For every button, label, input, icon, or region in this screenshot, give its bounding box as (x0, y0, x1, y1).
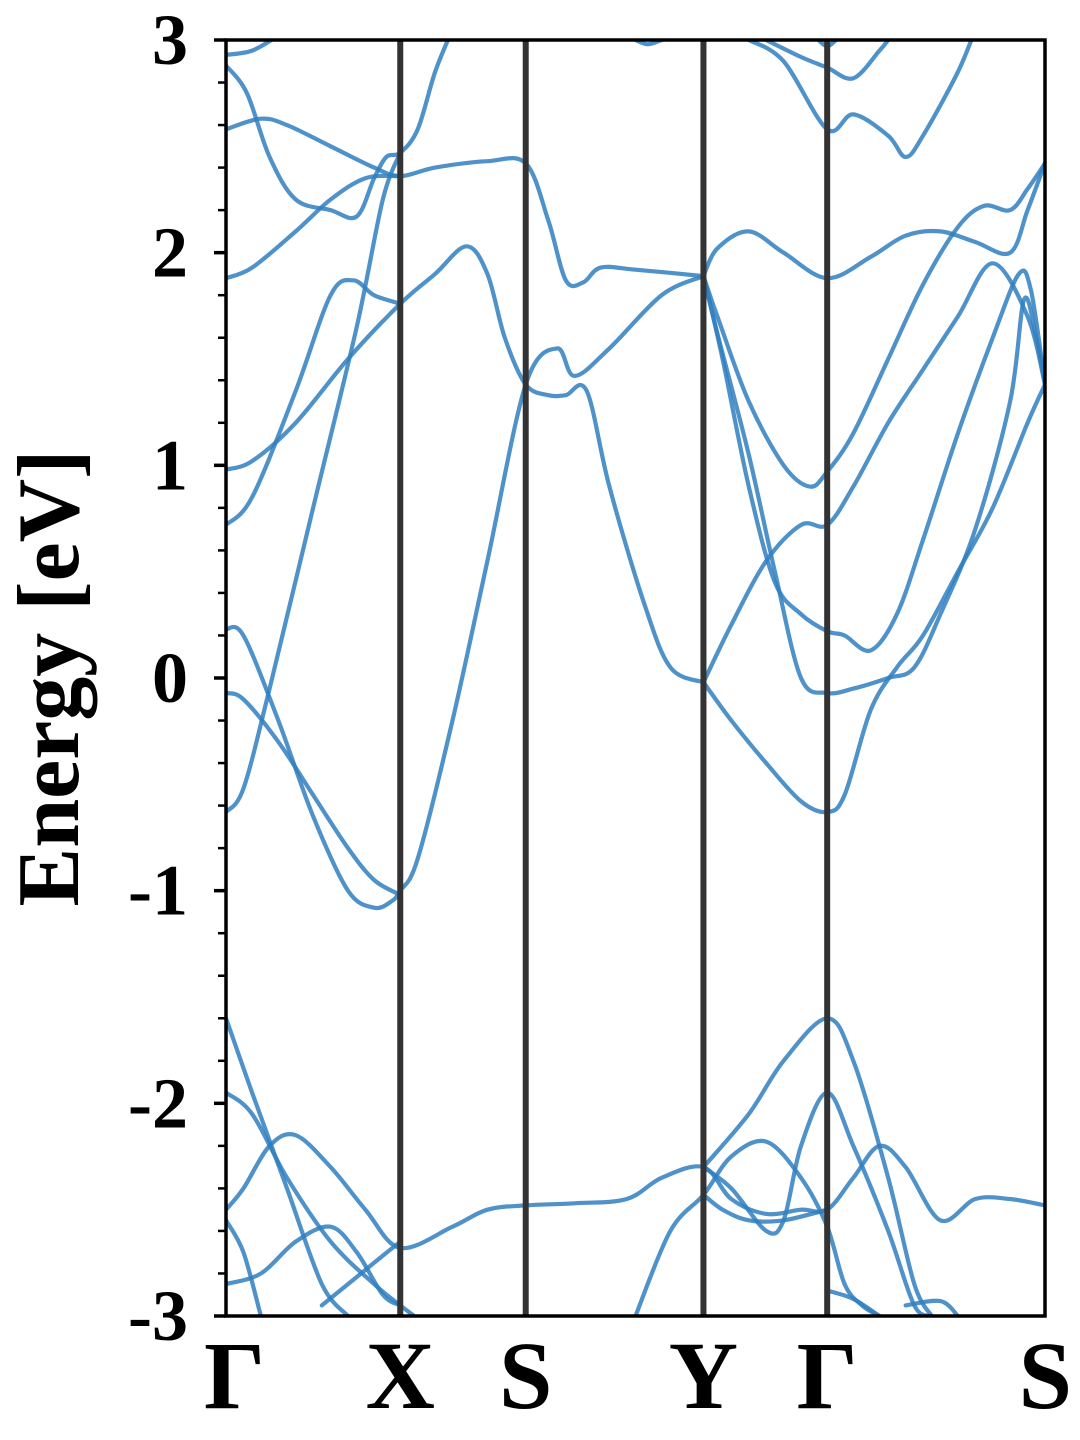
kpoint-label: S (1019, 1322, 1072, 1429)
band-line-12 (701, 268, 1045, 653)
kpoint-label: Γ (797, 1322, 858, 1429)
band-line-11 (701, 161, 1045, 489)
band-line-9 (226, 150, 403, 815)
kpoint-label: X (366, 1322, 435, 1429)
band-line-28 (701, 1090, 934, 1316)
band-line-7 (226, 274, 706, 911)
band-line-24 (226, 1224, 403, 1308)
band-line-29 (701, 1016, 934, 1316)
band-line-16 (746, 40, 974, 160)
band-line-14 (701, 261, 1045, 685)
band-line-3 (226, 116, 706, 289)
high-symmetry-lines (397, 40, 831, 1316)
y-tick-label: -3 (128, 1276, 188, 1356)
y-tick-label: 3 (152, 0, 188, 80)
band-line-25 (319, 1239, 403, 1308)
kpoint-label: Γ (204, 1322, 265, 1429)
kpoint-label: S (499, 1322, 552, 1429)
y-axis-ticks (214, 38, 226, 1318)
y-tick-label: -1 (128, 851, 188, 931)
band-line-15 (701, 382, 1045, 815)
band-line-17 (764, 40, 891, 81)
band-line-30 (825, 1288, 882, 1316)
y-tick-label: 0 (152, 638, 188, 718)
band-line-5 (226, 244, 706, 685)
band-line-20 (226, 1016, 351, 1316)
y-axis-label: Energy [eV] (1, 450, 98, 907)
band-line-31 (903, 1298, 960, 1316)
band-line-22 (226, 1132, 1045, 1251)
band-line-10 (701, 161, 1045, 281)
kpoint-label: Y (669, 1322, 738, 1429)
band-line-23 (226, 1218, 263, 1316)
y-tick-label: 2 (152, 213, 188, 293)
band-line-26 (633, 1138, 882, 1316)
band-line-8 (226, 690, 403, 897)
y-tick-label: 1 (152, 425, 188, 505)
band-line-1 (226, 40, 276, 57)
band-line-4 (226, 173, 403, 281)
plot-frame (224, 38, 1047, 1318)
band-line-6 (226, 277, 403, 527)
band-line-2 (226, 40, 451, 221)
band-lines (226, 40, 1045, 1316)
band-line-27 (701, 1192, 830, 1224)
y-tick-label: -2 (128, 1063, 188, 1143)
